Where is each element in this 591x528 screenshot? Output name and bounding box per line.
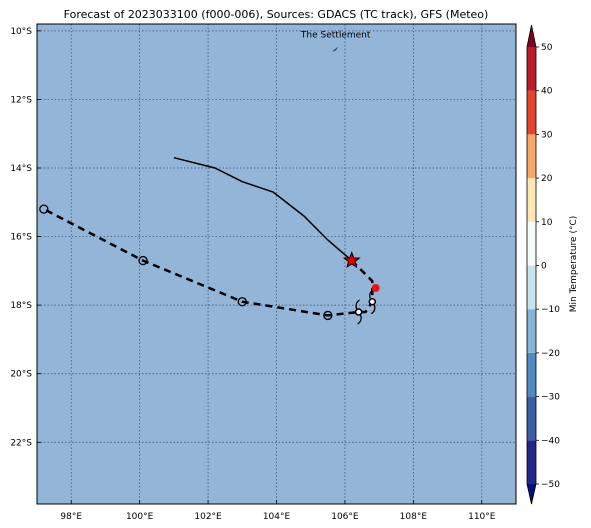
forecast-position-marker	[237, 297, 247, 307]
colorbar-tick-label: 10	[541, 218, 553, 228]
colorbar-band	[527, 309, 536, 353]
colorbar-tick-label: −40	[541, 436, 560, 446]
colorbar-band	[527, 47, 536, 91]
current-position-star-icon	[342, 251, 361, 269]
figure-title: Forecast of 2023033100 (f000-006), Sourc…	[64, 8, 489, 21]
y-tick-label: 22°S	[10, 438, 32, 448]
colorbar-tick-label: −30	[541, 393, 560, 403]
map-frame	[36, 23, 517, 505]
forecast-position-marker	[138, 255, 148, 266]
ocean-background	[37, 24, 516, 504]
forecast-track-line	[43, 207, 374, 317]
x-tick-label: 102°E	[194, 512, 222, 522]
colorbar-tick-label: −50	[541, 480, 560, 490]
colorbar-tick-label: −10	[541, 305, 560, 315]
x-tick-label: 104°E	[263, 512, 291, 522]
colorbar-tick-label: 30	[541, 130, 553, 140]
colorbar-band	[527, 134, 536, 179]
x-tick-label: 110°E	[468, 512, 496, 522]
y-tick-label: 12°S	[10, 95, 32, 105]
latitude-ticks: 10°S 12°S 14°S 16°S 18°S 20°S 22°S	[10, 27, 41, 448]
forecast-position-marker	[323, 310, 333, 321]
island-shape	[332, 47, 338, 52]
y-tick-label: 16°S	[10, 233, 32, 243]
cyclone-tracks	[39, 156, 380, 325]
colorbar-band	[527, 352, 536, 397]
colorbar-band	[527, 178, 536, 222]
colorbar-band	[527, 265, 536, 310]
colorbar-tick-label: 20	[541, 174, 553, 184]
y-tick-label: 20°S	[10, 370, 32, 380]
colorbar-extend-low	[527, 484, 536, 504]
cyclone-icon	[354, 299, 363, 325]
x-tick-label: 108°E	[400, 512, 428, 522]
colorbar-tick-label: 50	[541, 43, 553, 53]
longitude-ticks: 98°E 100°E 102°E 104°E 106°E 108°E 110°E	[60, 500, 496, 522]
colorbar-band	[527, 396, 536, 441]
x-tick-label: 100°E	[126, 512, 154, 522]
place-marker: The Settlement	[300, 30, 371, 52]
colorbar-tick-label: 0	[541, 262, 547, 272]
colorbar: −50 −40 −30 −20 −10 0 10 20 30 40 50 Min Temperatur…	[526, 24, 579, 505]
colorbar-tick-label: 40	[541, 87, 553, 97]
y-tick-label: 14°S	[10, 164, 32, 174]
colorbar-tick-label: −20	[541, 349, 560, 359]
x-tick-label: 106°E	[331, 512, 359, 522]
forecast-position-marker	[39, 204, 49, 214]
place-label: The Settlement	[300, 30, 371, 40]
colorbar-label: Min Temperature (°C)	[569, 216, 579, 313]
map-gridlines	[37, 24, 516, 504]
y-tick-label: 18°S	[10, 301, 32, 311]
map-panel: 98°E 100°E 102°E 104°E 106°E 108°E 110°E 10°S1…	[10, 23, 517, 522]
x-tick-label: 98°E	[60, 512, 82, 522]
colorbar-band	[527, 90, 536, 135]
colorbar-band	[527, 440, 536, 484]
y-tick-label: 10°S	[10, 27, 32, 37]
observed-track-line	[173, 156, 353, 262]
red-position-marker	[371, 284, 380, 292]
colorbar-band	[527, 221, 536, 266]
colorbar-extend-high	[527, 25, 536, 47]
